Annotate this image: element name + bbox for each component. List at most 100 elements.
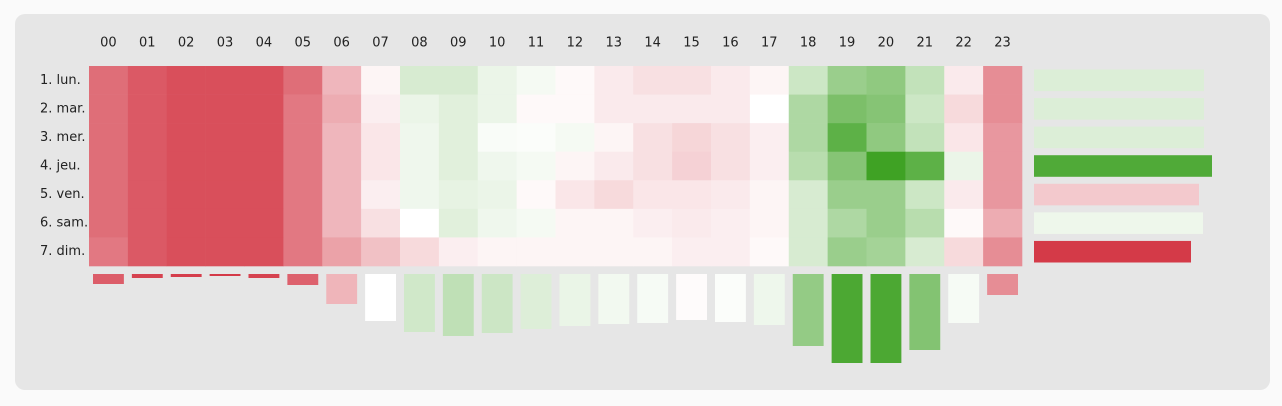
heatmap-cell: [555, 66, 595, 95]
heatmap-cell: [477, 151, 517, 181]
heatmap-cell: [827, 94, 867, 124]
row-bar: [1034, 240, 1191, 263]
heatmap-cell: [827, 151, 867, 181]
y-tick-label: 2. mar.: [40, 101, 85, 116]
row-bar: [1034, 183, 1199, 206]
x-tick-label: 18: [800, 36, 817, 51]
heatmap-cell: [400, 66, 440, 95]
column-bar: [676, 274, 707, 320]
column-bar: [442, 274, 474, 336]
heatmap-cell: [283, 208, 323, 238]
heatmap-cell: [555, 208, 595, 238]
heatmap-cell: [905, 237, 945, 267]
heatmap-cell: [322, 94, 362, 124]
heatmap-cell: [905, 151, 945, 181]
x-tick-label: 19: [839, 36, 856, 51]
heatmap-cell: [438, 151, 479, 181]
column-bar: [248, 274, 280, 278]
heatmap-cell: [205, 208, 245, 238]
heatmap-cell: [944, 237, 984, 267]
heatmap-cell: [711, 151, 751, 181]
heatmap-cell: [244, 123, 284, 153]
row-bar: [1034, 212, 1203, 234]
heatmap-cell: [516, 151, 556, 181]
heatmap-cell: [866, 151, 906, 181]
x-tick-label: 02: [178, 36, 195, 51]
heatmap-cell: [983, 208, 1023, 238]
heatmap-cell: [244, 66, 284, 95]
heatmap-cell: [594, 180, 634, 210]
heatmap-cell: [788, 123, 828, 153]
heatmap-cell: [89, 151, 129, 181]
heatmap-cell: [944, 94, 984, 124]
heatmap-cell: [516, 237, 556, 267]
heatmap-cell: [166, 94, 206, 124]
heatmap-cell: [983, 94, 1023, 124]
column-bar: [287, 274, 319, 285]
heatmap-cell: [400, 180, 440, 210]
heatmap-cell: [166, 208, 206, 238]
heatmap-cell: [983, 66, 1023, 95]
y-tick-label: 4. jeu.: [40, 159, 81, 174]
heatmap-cell: [711, 66, 751, 95]
heatmap-cell: [827, 66, 867, 95]
x-tick-label: 12: [567, 36, 584, 51]
heatmap-cell: [361, 66, 401, 95]
heatmap-cell: [944, 208, 984, 238]
x-tick-label: 16: [722, 36, 739, 51]
heatmap-cell: [205, 66, 245, 95]
column-bar: [831, 274, 863, 363]
x-tick-label: 17: [761, 36, 778, 51]
heatmap-cell: [477, 208, 517, 238]
heatmap-cell: [205, 123, 245, 153]
heatmap-cell: [827, 123, 867, 153]
heatmap-cell: [788, 151, 828, 181]
column-bar: [987, 274, 1018, 295]
heatmap-cell: [127, 180, 168, 210]
heatmap-cell: [594, 66, 634, 95]
heatmap-cell: [905, 208, 945, 238]
heatmap-cell: [283, 66, 323, 95]
heatmap-cell: [400, 208, 440, 238]
column-bar: [404, 274, 435, 332]
heatmap-cell: [322, 237, 362, 267]
heatmap-cell: [788, 208, 828, 238]
heatmap-cell: [633, 208, 673, 238]
x-tick-label: 06: [333, 36, 350, 51]
column-bar: [559, 274, 591, 326]
x-tick-label: 14: [644, 36, 661, 51]
heatmap-cell: [827, 237, 867, 267]
heatmap-cell: [944, 123, 984, 153]
heatmap-cell: [477, 237, 517, 267]
heatmap-cell: [283, 180, 323, 210]
heatmap-cell: [361, 237, 401, 267]
heatmap-cell: [283, 94, 323, 124]
heatmap-cell: [905, 94, 945, 124]
heatmap-cell: [400, 94, 440, 124]
heatmap-cell: [905, 180, 945, 210]
heatmap-cell: [361, 208, 401, 238]
heatmap-cell: [516, 208, 556, 238]
x-tick-label: 11: [528, 36, 545, 51]
heatmap-cell: [749, 123, 790, 153]
heatmap-cell: [244, 151, 284, 181]
column-bar: [131, 274, 163, 278]
heatmap-cell: [749, 151, 790, 181]
heatmap-cell: [127, 151, 168, 181]
heatmap-cell: [244, 208, 284, 238]
heatmap-cell: [205, 151, 245, 181]
column-bar: [326, 274, 358, 304]
heatmap-cell: [905, 123, 945, 153]
column-bar: [209, 274, 241, 276]
y-tick-label: 3. mer.: [40, 130, 85, 145]
heatmap-cell: [672, 237, 712, 267]
heatmap-cell: [322, 123, 362, 153]
heatmap-cell: [438, 208, 479, 238]
heatmap-cell: [983, 123, 1023, 153]
heatmap-cell: [477, 180, 517, 210]
heatmap-cell: [205, 94, 245, 124]
heatmap-cell: [555, 237, 595, 267]
heatmap-cell: [127, 208, 168, 238]
heatmap-cell: [244, 94, 284, 124]
heatmap-cell: [127, 66, 168, 95]
